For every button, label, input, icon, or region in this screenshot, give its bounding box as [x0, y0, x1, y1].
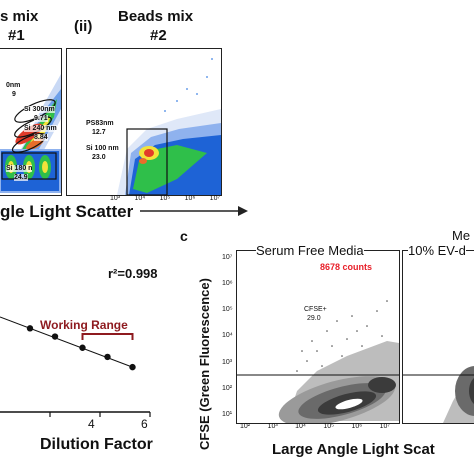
- data-point: [104, 353, 111, 361]
- y-tick: 10¹: [222, 410, 233, 418]
- x-tick: 10³: [110, 195, 121, 202]
- x-tick-labels: 10³ 10⁴ 10⁵ 10⁶ 10⁷: [110, 195, 220, 202]
- b-x-tick: 6: [141, 417, 148, 431]
- y-tick: 10²: [222, 384, 233, 392]
- y-tick: 10⁶: [222, 280, 233, 288]
- gate-label: Si 100 nm: [86, 145, 119, 152]
- gate-label: 0nm: [6, 82, 21, 89]
- working-range-bracket: [81, 333, 134, 340]
- gate-value: 9: [12, 91, 16, 98]
- gate-label: Si 300nm: [24, 106, 55, 113]
- panel-a-title-left-2: #1: [8, 27, 25, 44]
- working-range-label: Working Range: [40, 318, 128, 332]
- panel-c-x-axis-label: Large Angle Light Scat: [272, 441, 435, 458]
- gate-value: 23.0: [92, 154, 106, 161]
- data-point: [51, 333, 59, 340]
- x-tick: 10⁵: [159, 195, 171, 202]
- gate-value: 29.0: [307, 315, 321, 322]
- plot2-title-1: Me: [452, 228, 471, 243]
- y-tick: 10⁵: [222, 306, 233, 314]
- y-tick: 10⁴: [222, 332, 233, 340]
- panel-a-x-axis-label: gle Light Scatter: [0, 202, 134, 221]
- gate-value: 24.9: [14, 174, 28, 181]
- panel-a-title-left-1: s mix: [0, 8, 39, 25]
- panel-ii-label: (ii): [74, 18, 93, 35]
- event-counts: 8678 counts: [320, 262, 373, 272]
- b-x-tick: 4: [88, 417, 95, 431]
- gate-value: 12.7: [92, 129, 106, 136]
- flow-plot-serum-free: [236, 250, 400, 424]
- r2-label: r²=0.998: [108, 266, 158, 281]
- x-tick: 10³: [267, 423, 278, 430]
- panel-b-x-axis-label: Dilution Factor: [40, 436, 153, 453]
- gate-label: Si 180 n: [6, 165, 33, 172]
- regression-line: [0, 316, 133, 368]
- gate-value: 8.84: [34, 134, 48, 141]
- x-tick: 10⁷: [209, 195, 220, 202]
- gate-label: PS83nm: [86, 120, 114, 127]
- panel-a-title-right-2: #2: [150, 27, 167, 44]
- panel-c-y-axis-label: CFSE (Green Fluorescence): [197, 278, 212, 450]
- panel-c-label: c: [180, 228, 188, 244]
- x-tick: 10⁶: [184, 195, 196, 202]
- gate-value: 9.71: [34, 115, 48, 122]
- plot2-title-2: 10% EV-d: [408, 243, 466, 258]
- panel-a-title-right-1: Beads mix: [118, 8, 194, 25]
- x-tick: 10⁴: [295, 423, 306, 430]
- x-tick: 10⁷: [379, 423, 390, 430]
- gate-label: Si 240 nm: [24, 125, 57, 132]
- data-point: [26, 325, 34, 332]
- c-x-tick-labels: 10² 10³ 10⁴ 10⁵ 10⁶ 10⁷: [240, 423, 390, 430]
- flow-plot-beads-mix-1: [0, 48, 62, 196]
- axis-arrow: [140, 206, 248, 216]
- x-tick: 10²: [240, 423, 251, 430]
- y-tick: 10⁷: [222, 254, 233, 261]
- data-point: [129, 363, 136, 371]
- x-tick: 10⁶: [351, 423, 363, 430]
- y-tick: 10³: [222, 358, 233, 366]
- flow-plot-ev-depleted: [402, 250, 474, 424]
- data-point: [79, 344, 86, 351]
- gate-label: CFSE+: [304, 306, 327, 313]
- y-tick-labels: 10⁷ 10⁶ 10⁵ 10⁴ 10³ 10² 10¹: [222, 254, 233, 418]
- x-tick: 10⁵: [323, 423, 335, 430]
- dilution-chart: [0, 316, 151, 417]
- plot1-title: Serum Free Media: [256, 243, 364, 258]
- x-tick: 10⁴: [134, 195, 146, 202]
